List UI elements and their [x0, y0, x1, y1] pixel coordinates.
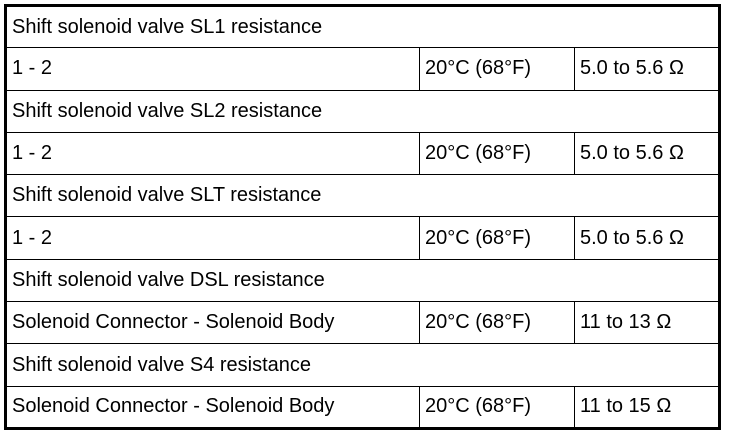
section-title: Shift solenoid valve SLT resistance — [5, 174, 720, 218]
terminal: Solenoid Connector - Solenoid Body — [5, 385, 420, 430]
condition: 20°C (68°F) — [419, 301, 575, 345]
specification: 5.0 to 5.6 Ω — [574, 47, 720, 91]
spec-row: Solenoid Connector - Solenoid Body 20°C (… — [5, 301, 720, 345]
specification: 11 to 13 Ω — [574, 301, 720, 345]
specification: 5.0 to 5.6 Ω — [574, 131, 720, 176]
section-header-row: Shift solenoid valve SLT resistance — [5, 174, 720, 218]
specification: 11 to 15 Ω — [574, 385, 720, 430]
terminal: 1 - 2 — [5, 47, 420, 91]
section-header-row: Shift solenoid valve SL1 resistance — [5, 4, 720, 49]
section-title: Shift solenoid valve DSL resistance — [5, 258, 720, 303]
specification: 5.0 to 5.6 Ω — [574, 216, 720, 260]
resistance-table: Shift solenoid valve SL1 resistance 1 - 2… — [4, 4, 721, 430]
condition: 20°C (68°F) — [419, 47, 575, 91]
section-title: Shift solenoid valve S4 resistance — [5, 343, 720, 387]
section-header-row: Shift solenoid valve S4 resistance — [5, 343, 720, 387]
terminal: Solenoid Connector - Solenoid Body — [5, 301, 420, 345]
section-title: Shift solenoid valve SL2 resistance — [5, 89, 720, 133]
section-title: Shift solenoid valve SL1 resistance — [5, 4, 720, 49]
terminal: 1 - 2 — [5, 131, 420, 176]
spec-row: 1 - 2 20°C (68°F) 5.0 to 5.6 Ω — [5, 47, 720, 91]
condition: 20°C (68°F) — [419, 131, 575, 176]
spec-row: Solenoid Connector - Solenoid Body 20°C (… — [5, 385, 720, 430]
spec-row: 1 - 2 20°C (68°F) 5.0 to 5.6 Ω — [5, 216, 720, 260]
section-header-row: Shift solenoid valve DSL resistance — [5, 258, 720, 303]
condition: 20°C (68°F) — [419, 385, 575, 430]
spec-row: 1 - 2 20°C (68°F) 5.0 to 5.6 Ω — [5, 131, 720, 176]
terminal: 1 - 2 — [5, 216, 420, 260]
section-header-row: Shift solenoid valve SL2 resistance — [5, 89, 720, 133]
condition: 20°C (68°F) — [419, 216, 575, 260]
